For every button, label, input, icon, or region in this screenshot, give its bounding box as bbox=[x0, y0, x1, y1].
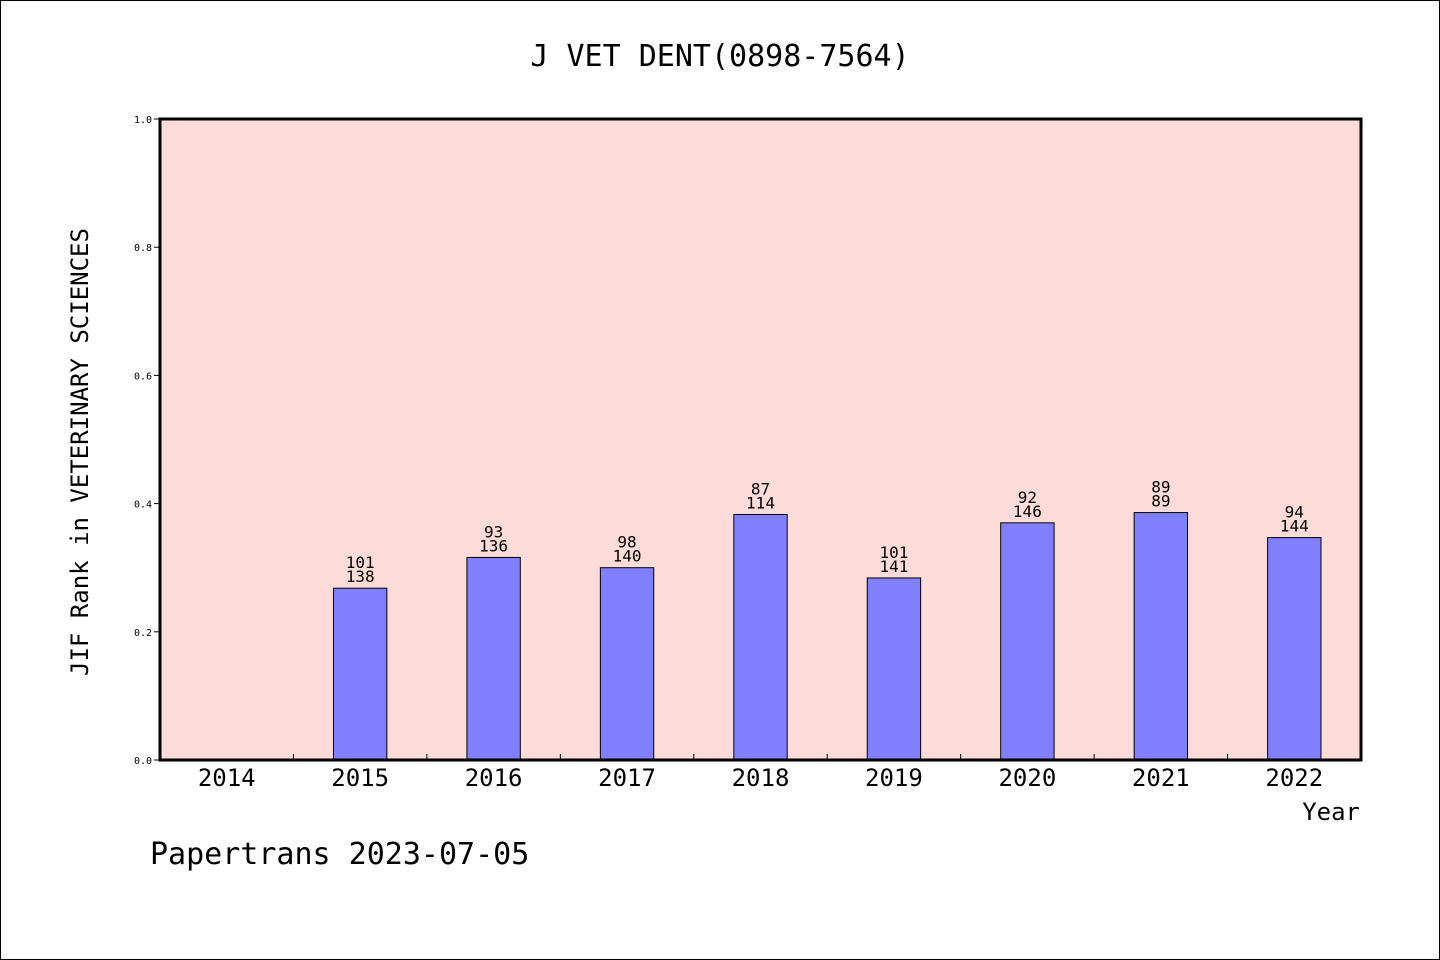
bar-rank-label: 101 bbox=[346, 553, 375, 572]
bar-total-label: 136 bbox=[479, 536, 508, 555]
bar-rank-label: 93 bbox=[484, 522, 503, 541]
x-tick-label: 2014 bbox=[198, 764, 256, 792]
x-axis-label: Year bbox=[1302, 798, 1360, 826]
bar-rank-label: 92 bbox=[1018, 488, 1037, 507]
x-tick-label: 2018 bbox=[732, 764, 790, 792]
x-tick-label: 2019 bbox=[865, 764, 923, 792]
bar-total-label: 89 bbox=[1151, 492, 1170, 511]
bar-total-label: 138 bbox=[346, 567, 375, 586]
x-tick-label: 2022 bbox=[1265, 764, 1323, 792]
bar-2022 bbox=[1267, 537, 1322, 761]
bar-2021 bbox=[1133, 512, 1189, 761]
x-tick-label: 2015 bbox=[331, 764, 389, 792]
y-tick-label: 0.0 bbox=[134, 756, 152, 767]
bar-rank-label: 89 bbox=[1151, 478, 1170, 497]
plot-border bbox=[158, 117, 1363, 762]
bars-layer bbox=[332, 512, 1322, 761]
x-tick-label: 2020 bbox=[998, 764, 1056, 792]
bar-total-label: 141 bbox=[879, 557, 908, 576]
y-tick-label: 0.6 bbox=[134, 371, 152, 382]
bar-rank-label: 98 bbox=[617, 533, 636, 552]
y-tick-label: 0.2 bbox=[134, 628, 152, 639]
bar-total-label: 144 bbox=[1280, 517, 1309, 536]
x-tick-label: 2016 bbox=[465, 764, 523, 792]
bar-total-label: 146 bbox=[1013, 502, 1042, 521]
bar-total-label: 140 bbox=[613, 547, 642, 566]
x-tick-label: 2021 bbox=[1132, 764, 1190, 792]
bar-rank-label: 87 bbox=[751, 479, 770, 498]
bar-total-label: 114 bbox=[746, 493, 775, 512]
bar-rank-label: 94 bbox=[1285, 503, 1304, 522]
chart-title: J VET DENT(0898-7564) bbox=[530, 39, 909, 74]
y-axis-label: JIF Rank in VETERINARY SCIENCES bbox=[66, 228, 94, 676]
bar-2016 bbox=[466, 556, 521, 761]
y-tick-label: 1.0 bbox=[134, 115, 152, 126]
bar-2019 bbox=[866, 577, 922, 761]
bar-rank-label: 101 bbox=[879, 543, 908, 562]
bar-2020 bbox=[1000, 522, 1055, 761]
y-axis-ticks: 0.0 0.2 0.4 0.6 0.8 1.0 bbox=[134, 115, 160, 767]
x-tick-label: 2017 bbox=[598, 764, 656, 792]
footer-credit: Papertrans 2023-07-05 bbox=[150, 837, 529, 872]
y-tick-label: 0.4 bbox=[134, 500, 152, 511]
bar-2018 bbox=[733, 513, 788, 761]
y-tick-label: 0.8 bbox=[134, 243, 152, 254]
bar-2017 bbox=[599, 567, 655, 761]
bar-2015 bbox=[332, 587, 388, 761]
x-axis-ticks: 2014 2015 2016 2017 2018 2019 2020 2021 2022 bbox=[198, 754, 1323, 792]
